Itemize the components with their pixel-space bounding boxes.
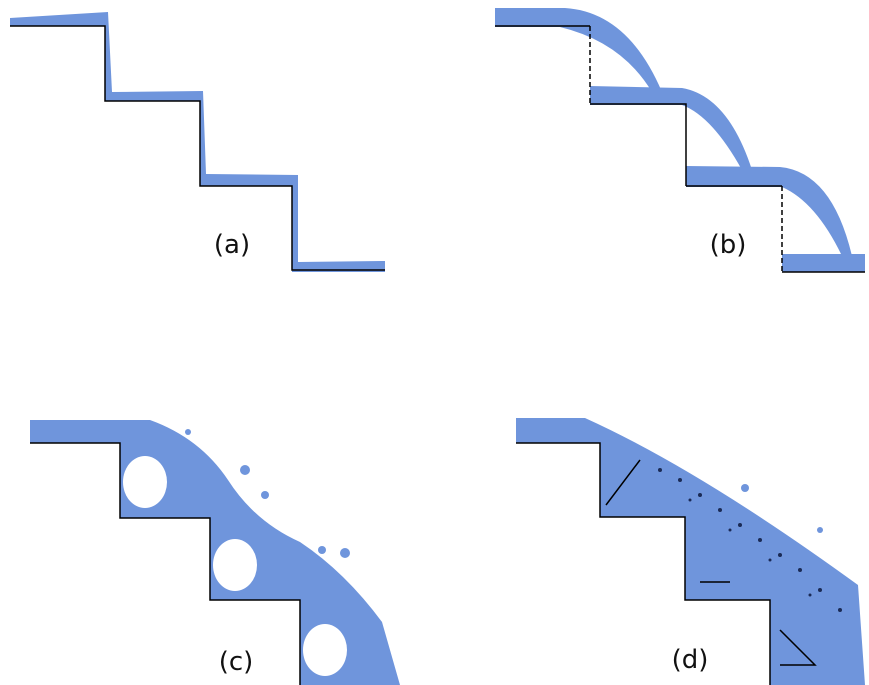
cavity — [123, 456, 167, 508]
panel-a: (a) — [10, 12, 385, 272]
flow — [10, 12, 385, 272]
panel-d: (d) — [516, 418, 865, 685]
droplet — [261, 491, 269, 499]
flow — [782, 254, 865, 272]
panel-label: (c) — [219, 647, 254, 677]
cavity — [213, 539, 257, 591]
panel-c: (c) — [30, 420, 400, 685]
droplet — [318, 546, 326, 554]
droplet — [340, 548, 350, 558]
steps — [10, 26, 385, 270]
droplet — [240, 465, 250, 475]
cavity — [303, 624, 347, 676]
droplet — [741, 484, 749, 492]
steps — [495, 26, 865, 272]
panel-label: (a) — [214, 230, 250, 260]
figure: (a) (b) (c) — [0, 0, 869, 685]
nappe — [495, 8, 662, 92]
droplet — [185, 429, 191, 435]
droplet — [817, 527, 823, 533]
panel-label: (b) — [710, 230, 747, 260]
nappe — [590, 86, 752, 170]
panel-label: (d) — [672, 645, 709, 675]
panel-b: (b) — [495, 8, 865, 272]
